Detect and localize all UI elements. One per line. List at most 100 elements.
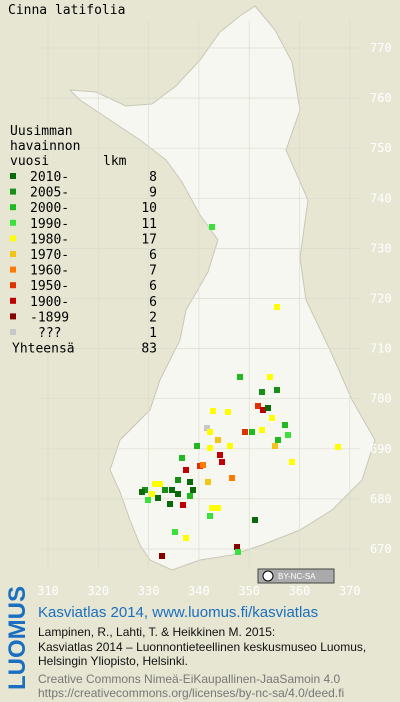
observation	[267, 374, 273, 380]
grid-label: 310	[37, 584, 59, 598]
observation	[183, 535, 189, 541]
grid-label: 720	[370, 292, 392, 306]
footer: Kasviatlas 2014, www.luomus.fi/kasviatla…	[38, 604, 366, 700]
observation	[207, 445, 213, 451]
observation	[274, 387, 280, 393]
observation	[179, 455, 185, 461]
legend-label: 1960-	[30, 264, 69, 279]
observation	[252, 517, 258, 523]
legend-swatch	[10, 204, 16, 211]
observations	[139, 224, 341, 559]
legend-swatch	[10, 297, 16, 304]
legend-swatch	[10, 219, 16, 226]
legend-swatch	[10, 173, 16, 179]
observation	[157, 481, 163, 487]
legend-count: 1	[149, 326, 157, 341]
observation	[190, 487, 196, 493]
observation	[205, 479, 211, 485]
observation	[155, 495, 161, 501]
legend-label: 1990-	[30, 217, 69, 232]
grid-label: 670	[370, 542, 392, 556]
observation	[229, 475, 235, 481]
legend-total: 83	[141, 342, 157, 357]
legend-count: 17	[141, 232, 157, 247]
observation	[234, 544, 240, 550]
observation	[285, 432, 291, 438]
legend-label: 1970-	[30, 248, 69, 263]
observation	[272, 443, 278, 449]
grid-label: 360	[289, 584, 311, 598]
grid-label: 690	[370, 442, 392, 456]
legend-swatch	[10, 282, 16, 289]
legend-count-header: lkm	[103, 154, 127, 169]
observation	[207, 429, 213, 435]
observation	[209, 224, 215, 230]
observation	[204, 425, 210, 431]
observation	[167, 501, 173, 507]
footer-line: Lampinen, R., Lahti, T. & Heikkinen M. 2…	[38, 625, 275, 639]
grid-label: 330	[138, 584, 160, 598]
observation	[259, 389, 265, 395]
map-title: Cinna latifolia	[8, 3, 125, 18]
observation	[274, 304, 280, 310]
footer-line: https://creativecommons.org/licenses/by-…	[38, 686, 344, 700]
badge-text: BY-NC-SA	[278, 572, 316, 581]
grid-label: 710	[370, 342, 392, 356]
observation	[159, 553, 165, 559]
legend-swatch	[10, 235, 16, 242]
observation	[152, 481, 158, 487]
legend-swatch	[10, 251, 16, 257]
legend-count: 11	[141, 217, 157, 232]
legend-count: 6	[149, 295, 157, 310]
observation	[200, 462, 206, 468]
grid-label: 760	[370, 91, 392, 105]
observation	[145, 497, 151, 503]
grid-label: 750	[370, 141, 392, 155]
legend-total-label: Yhteensä	[12, 342, 75, 357]
observation	[275, 437, 281, 443]
observation	[259, 427, 265, 433]
legend-label: -1899	[30, 310, 69, 325]
observation	[255, 403, 261, 409]
observation	[172, 529, 178, 535]
observation	[335, 444, 341, 450]
legend-header: vuosi	[10, 154, 49, 169]
observation	[149, 491, 155, 497]
observation	[162, 487, 168, 493]
observation	[169, 487, 175, 493]
legend-header: havainnon	[10, 139, 80, 154]
observation	[242, 429, 248, 435]
grid-label: 340	[188, 584, 210, 598]
observation	[265, 405, 271, 411]
legend-count: 6	[149, 279, 157, 294]
observation	[225, 409, 231, 415]
legend-count: 7	[149, 264, 157, 279]
grid-label: 680	[370, 492, 392, 506]
observation	[217, 452, 223, 458]
grid-label: 740	[370, 191, 392, 205]
observation	[194, 443, 200, 449]
legend-swatch	[10, 313, 16, 320]
legend-count: 6	[149, 248, 157, 263]
observation	[175, 491, 181, 497]
legend-label: 1980-	[30, 232, 69, 247]
observation	[282, 422, 288, 428]
legend-label: 1900-	[30, 295, 69, 310]
observation	[237, 374, 243, 380]
legend-label: 2005-	[30, 186, 69, 201]
grid-label: 370	[339, 584, 361, 598]
legend-swatch	[10, 266, 16, 273]
observation	[289, 459, 295, 465]
observation	[210, 408, 216, 414]
observation	[269, 415, 275, 421]
logo: LUOMUS	[4, 586, 31, 690]
observation	[187, 493, 193, 499]
legend-header: Uusimman	[10, 124, 73, 139]
grid-label: 350	[238, 584, 260, 598]
legend-label: ???	[38, 326, 61, 341]
grid-label: 770	[370, 41, 392, 55]
observation	[227, 443, 233, 449]
